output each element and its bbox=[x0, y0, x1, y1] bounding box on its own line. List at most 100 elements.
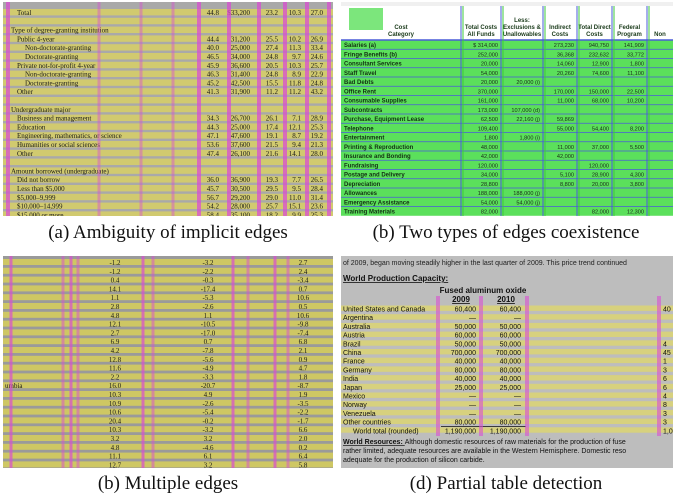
cell-value: 40 bbox=[663, 307, 671, 314]
row-band bbox=[3, 267, 333, 274]
row-label: Allowances bbox=[344, 191, 378, 197]
cell-value: 10.9 bbox=[109, 400, 122, 408]
cell-value: 59,869 bbox=[557, 117, 574, 123]
cell-value: 50,000 bbox=[500, 341, 522, 348]
row-band bbox=[3, 347, 333, 353]
row-label: Japan bbox=[343, 385, 362, 392]
cell-value: 11.0 bbox=[289, 194, 301, 202]
cell-value: 1.1 bbox=[204, 312, 213, 320]
section-heading: World Production Capacity: bbox=[343, 274, 448, 283]
cell-value: 1,800 (i) bbox=[519, 136, 540, 142]
cell-value: 31,400 bbox=[231, 71, 251, 79]
cell-value: 19.1 bbox=[266, 132, 279, 140]
cell-value: 2.7 bbox=[299, 259, 308, 267]
cell-value: 0.7 bbox=[204, 338, 213, 346]
column-header: Non bbox=[654, 32, 666, 38]
cell-value: 42,000 bbox=[557, 154, 574, 160]
panel-a-image: Total 44.8 $33,200 23.2 10.3 27.0 Type of degr… bbox=[3, 2, 333, 216]
cell-value: -2.6 bbox=[202, 400, 214, 408]
cell-value: -8.7 bbox=[297, 382, 309, 390]
cell-value: 82,000 bbox=[481, 210, 498, 216]
cell-value: 4.2 bbox=[111, 347, 120, 355]
cell-value: 4 bbox=[663, 341, 667, 348]
cell-value: 25.7 bbox=[266, 203, 279, 211]
row-label: Insurance and Bonding bbox=[344, 154, 411, 160]
cell-value: 21.6 bbox=[266, 150, 279, 158]
row-band bbox=[3, 426, 333, 433]
cell-value: — bbox=[514, 394, 521, 401]
row-band bbox=[341, 392, 673, 398]
row-band bbox=[341, 340, 673, 346]
row-label: Type of degree-granting institution bbox=[11, 27, 109, 35]
cell-value: — bbox=[514, 402, 521, 409]
implicit-edge bbox=[171, 2, 175, 216]
implicit-edge bbox=[139, 2, 143, 216]
row-band bbox=[3, 320, 333, 327]
cell-value: 47.4 bbox=[207, 150, 220, 158]
row-band bbox=[3, 17, 333, 25]
cell-value: 109,400 bbox=[478, 126, 498, 132]
cell-value: 34,000 bbox=[481, 173, 498, 179]
column-header: All Funds bbox=[467, 32, 495, 38]
cell-value: 31,200 bbox=[231, 35, 251, 43]
row-band bbox=[3, 105, 333, 113]
cell-value: -5.4 bbox=[202, 409, 214, 417]
row-band bbox=[3, 364, 333, 371]
cell-value: 0.5 bbox=[299, 303, 308, 311]
cell-value: 12,900 bbox=[592, 62, 609, 68]
row-label: Less than $5,000 bbox=[17, 185, 65, 193]
body-background bbox=[341, 40, 673, 216]
cell-value: 5,500 bbox=[630, 145, 644, 151]
cell-value: 11.2 bbox=[289, 88, 301, 96]
row-label: Public 4-year bbox=[17, 35, 55, 43]
cell-value: 24.8 bbox=[266, 53, 279, 61]
cell-value: 23.2 bbox=[266, 9, 279, 17]
cell-value: 60,000 bbox=[500, 333, 522, 340]
row-band bbox=[3, 132, 333, 139]
cell-value: 19.2 bbox=[311, 132, 324, 140]
cell-value: 54.2 bbox=[207, 203, 220, 211]
cell-value: -2.2 bbox=[297, 409, 309, 417]
cell-value: 36,368 bbox=[557, 52, 574, 58]
cell-value: 74,600 bbox=[592, 71, 609, 77]
cell-value: 25.7 bbox=[311, 62, 324, 70]
row-label: Office Rent bbox=[344, 89, 376, 95]
row-band bbox=[3, 185, 333, 192]
cell-value: 40,000 bbox=[500, 359, 522, 366]
cell-value: 10.3 bbox=[109, 391, 122, 399]
row-band bbox=[3, 61, 333, 69]
row-band bbox=[3, 329, 333, 336]
cell-value: — bbox=[469, 315, 476, 322]
cell-value: 1.8 bbox=[299, 373, 308, 381]
cell-value: 4.9 bbox=[204, 391, 213, 399]
cell-value: 8,800 bbox=[560, 182, 574, 188]
cell-value: 120,000 bbox=[589, 163, 609, 169]
row-label: Engineering, mathematics, or science bbox=[17, 132, 122, 140]
cell-value: 9.5 bbox=[292, 185, 301, 193]
year-header: 2010 bbox=[497, 295, 515, 304]
column-edge bbox=[525, 296, 529, 436]
cell-value: 150,000 bbox=[589, 89, 609, 95]
cell-value: 80,000 bbox=[455, 367, 477, 374]
cell-value: 1,800 bbox=[630, 62, 644, 68]
cell-value: 940,750 bbox=[589, 43, 609, 49]
cell-value: 12,300 bbox=[627, 210, 644, 216]
cell-value: 4,300 bbox=[630, 173, 644, 179]
cell-value: 11.2 bbox=[266, 88, 278, 96]
cell-value: -4.9 bbox=[202, 365, 214, 373]
row-label: umbia bbox=[5, 382, 23, 390]
cell-value: 45.7 bbox=[207, 185, 220, 193]
cell-value: $33,200 bbox=[227, 9, 250, 17]
resources-line3: adequate for the production of silicon c… bbox=[343, 457, 485, 464]
column-edge bbox=[76, 256, 80, 468]
cell-value: 26.1 bbox=[266, 115, 279, 123]
cell-value: 80,000 bbox=[455, 420, 477, 427]
column-edge bbox=[151, 256, 155, 468]
row-label: Fringe Benefits (b) bbox=[344, 52, 397, 58]
cell-value: 15.1 bbox=[289, 203, 302, 211]
row-band bbox=[3, 382, 333, 389]
row-band bbox=[3, 167, 333, 174]
cell-value: 44.4 bbox=[207, 35, 220, 43]
cell-value: 29.0 bbox=[266, 194, 279, 202]
